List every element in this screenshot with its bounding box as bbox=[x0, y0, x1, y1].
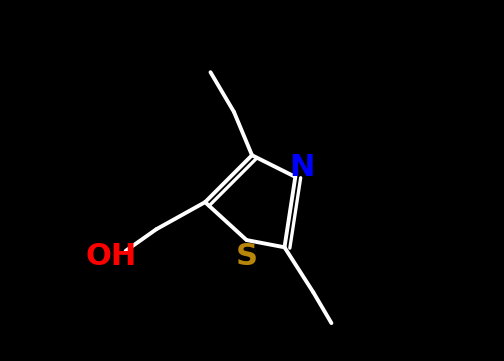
Text: N: N bbox=[289, 153, 314, 182]
Text: S: S bbox=[235, 242, 258, 271]
Text: OH: OH bbox=[86, 242, 137, 271]
